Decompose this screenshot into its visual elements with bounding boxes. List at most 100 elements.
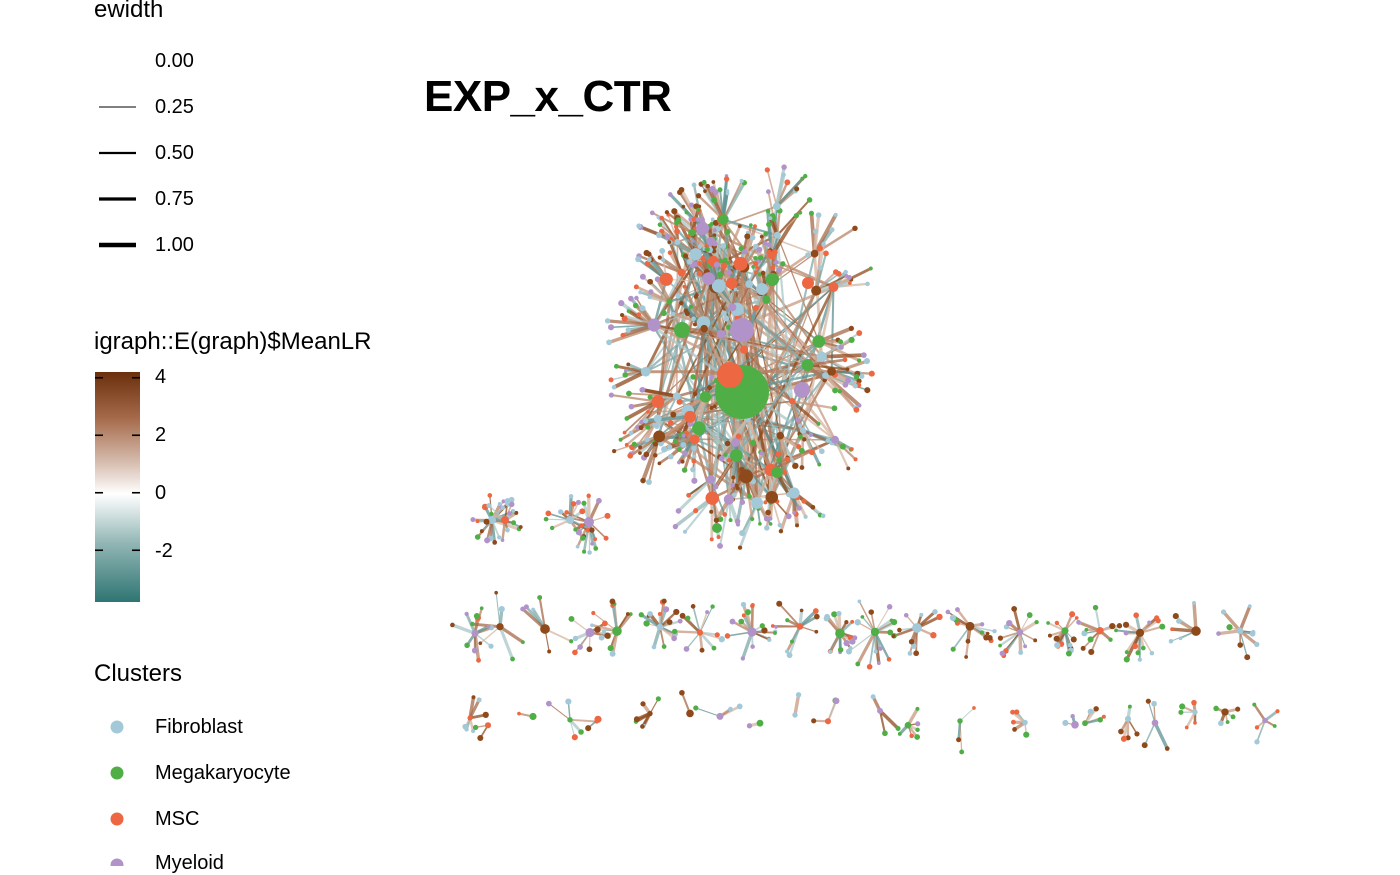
network-node bbox=[577, 644, 583, 650]
network-edge bbox=[675, 631, 700, 632]
network-node bbox=[735, 484, 739, 488]
network-node bbox=[467, 715, 472, 720]
network-node bbox=[849, 337, 855, 343]
network-node bbox=[765, 491, 778, 504]
network-node bbox=[1237, 627, 1244, 634]
network-node bbox=[998, 644, 1002, 648]
network-node bbox=[1121, 736, 1127, 742]
network-node bbox=[811, 505, 816, 510]
network-node bbox=[571, 501, 577, 507]
network-node bbox=[774, 625, 778, 629]
network-node bbox=[739, 530, 745, 536]
network-node bbox=[662, 599, 667, 604]
network-node bbox=[717, 272, 723, 278]
network-node bbox=[605, 318, 610, 323]
ewidth-label: 0.75 bbox=[155, 188, 194, 211]
network-node bbox=[869, 371, 875, 377]
network-node bbox=[723, 453, 727, 457]
network-node bbox=[706, 184, 710, 188]
network-node bbox=[1125, 650, 1129, 654]
network-node bbox=[877, 661, 881, 665]
network-node bbox=[766, 189, 771, 194]
cluster-legend-dot bbox=[111, 767, 124, 780]
network-node bbox=[573, 636, 578, 641]
network-node bbox=[782, 470, 787, 475]
network-node bbox=[667, 240, 671, 244]
network-node bbox=[1048, 634, 1052, 638]
network-node bbox=[693, 705, 698, 710]
network-node bbox=[741, 602, 746, 607]
network-node bbox=[698, 245, 702, 249]
network-node bbox=[745, 609, 751, 615]
network-node bbox=[909, 639, 914, 644]
network-node bbox=[724, 176, 729, 181]
network-node bbox=[751, 497, 763, 509]
network-node bbox=[762, 296, 770, 304]
network-node bbox=[832, 388, 838, 394]
network-node bbox=[794, 382, 810, 398]
network-node bbox=[804, 515, 808, 519]
network-node bbox=[655, 276, 661, 282]
network-node bbox=[1023, 732, 1029, 738]
network-node bbox=[768, 251, 776, 259]
colorbar-tick-label: 0 bbox=[155, 482, 166, 505]
network-node bbox=[1109, 623, 1115, 629]
network-node bbox=[774, 260, 779, 265]
network-node bbox=[717, 543, 723, 549]
network-edge bbox=[686, 633, 700, 649]
network-node bbox=[723, 258, 728, 263]
network-node bbox=[511, 509, 515, 513]
network-node bbox=[719, 636, 725, 642]
network-node bbox=[930, 632, 936, 638]
network-node bbox=[576, 545, 580, 549]
network-node bbox=[626, 391, 632, 397]
network-node bbox=[700, 391, 711, 402]
network-node bbox=[679, 690, 685, 696]
network-node bbox=[844, 274, 848, 278]
network-node bbox=[753, 305, 759, 311]
network-node bbox=[1108, 638, 1112, 642]
network-node bbox=[823, 251, 829, 257]
network-node bbox=[787, 652, 793, 658]
network-node bbox=[1046, 621, 1050, 625]
network-node bbox=[661, 446, 667, 452]
network-node bbox=[668, 420, 674, 426]
network-node bbox=[857, 358, 861, 362]
network-node bbox=[647, 257, 652, 262]
network-node bbox=[638, 445, 642, 449]
network-node bbox=[832, 405, 838, 411]
network-node bbox=[711, 197, 717, 203]
network-node bbox=[959, 750, 964, 755]
network-node bbox=[590, 623, 594, 627]
network-node bbox=[677, 461, 681, 465]
network-node bbox=[835, 629, 845, 639]
network-node bbox=[569, 639, 573, 643]
network-node bbox=[892, 634, 896, 638]
network-node bbox=[659, 248, 665, 254]
network-node bbox=[705, 247, 710, 252]
network-node bbox=[689, 305, 693, 309]
network-node bbox=[1011, 606, 1017, 612]
network-node bbox=[633, 303, 638, 308]
network-node bbox=[686, 493, 691, 498]
network-edge bbox=[1254, 705, 1265, 721]
cluster-legend bbox=[111, 721, 124, 867]
network-node bbox=[1251, 630, 1255, 634]
network-node bbox=[709, 374, 714, 379]
colorbar-tick-label: 2 bbox=[155, 424, 166, 447]
network-node bbox=[807, 197, 813, 203]
network-node bbox=[1132, 643, 1138, 649]
network-node bbox=[735, 518, 741, 524]
network-node bbox=[846, 466, 850, 470]
network-node bbox=[628, 296, 634, 302]
network-node bbox=[1010, 710, 1015, 715]
network-node bbox=[500, 505, 505, 510]
network-edge bbox=[960, 708, 974, 721]
network-node bbox=[1179, 703, 1185, 709]
network-node bbox=[763, 241, 768, 246]
network-node bbox=[745, 280, 753, 288]
network-node bbox=[675, 294, 680, 299]
network-node bbox=[578, 729, 584, 735]
network-node bbox=[898, 732, 902, 736]
network-node bbox=[693, 392, 698, 397]
